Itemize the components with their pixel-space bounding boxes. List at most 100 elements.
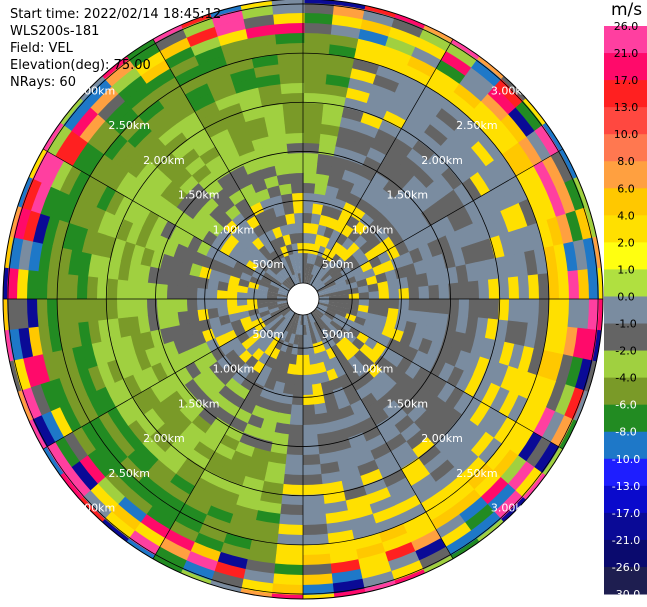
velocity-cell [82,77,113,108]
velocity-cell [290,182,304,194]
velocity-cell [224,425,244,442]
velocity-cell [294,212,304,224]
velocity-cell [441,167,463,191]
velocity-cell [325,185,340,199]
velocity-cell [137,263,151,283]
colorbar-segment [604,242,647,270]
velocity-cell [396,357,413,374]
velocity-cell [542,155,566,189]
velocity-cell [313,265,322,277]
velocity-cell [280,245,289,257]
velocity-cell [164,131,189,154]
velocity-cell [492,449,519,479]
velocity-cell [553,243,569,274]
velocity-cell [228,312,241,323]
velocity-cell [281,92,305,105]
velocity-cell [489,339,505,364]
velocity-cell [267,451,287,465]
velocity-cell [325,280,337,289]
velocity-cell [148,429,172,453]
range-ring-label: 500m [252,328,284,341]
velocity-cell [381,221,398,238]
velocity-cell [307,344,315,356]
velocity-cell [225,204,242,221]
velocity-cell [426,76,455,101]
velocity-cell [265,320,277,331]
velocity-cell [218,271,231,284]
velocity-cell [218,314,231,326]
velocity-cell [378,299,390,309]
velocity-cell [348,299,360,306]
velocity-cell [441,99,469,125]
velocity-cell [301,543,330,556]
velocity-cell [169,55,201,78]
velocity-cell [301,553,331,566]
velocity-cell [81,227,98,255]
velocity-cell [151,401,173,424]
velocity-cell [301,493,325,506]
velocity-cell [388,299,400,310]
velocity-cell [346,308,359,317]
velocity-cell [123,199,143,224]
velocity-cell [234,174,253,190]
velocity-cell [557,299,570,329]
velocity-cell [394,164,416,184]
range-ring-label: 3.00km [491,502,533,515]
velocity-cell [477,299,490,320]
velocity-cell [216,289,228,299]
colorbar-tick-label: 8.0 [617,155,635,168]
velocity-cell [340,336,353,349]
velocity-cell [111,462,139,490]
velocity-cell [103,133,129,161]
velocity-cell [463,223,481,246]
velocity-cell [587,299,600,332]
velocity-cell [303,12,335,25]
velocity-cell [269,280,281,289]
velocity-cell [257,155,276,170]
velocity-cell [302,314,306,326]
velocity-cell [524,165,547,197]
range-ring-label: 500m [252,258,284,271]
velocity-cell [303,182,316,194]
velocity-cell [313,321,322,333]
velocity-cell [239,399,256,415]
velocity-cell [61,346,79,376]
velocity-cell [438,299,450,316]
velocity-cell [347,432,367,449]
velocity-cell [269,249,281,262]
velocity-cell [463,374,483,399]
velocity-cell [394,414,415,435]
velocity-cell [98,159,121,186]
velocity-cell [305,324,311,336]
velocity-cell [175,110,201,133]
velocity-cell [234,441,255,458]
velocity-cell [228,513,256,531]
velocity-cell [296,344,303,356]
velocity-cell [291,394,303,406]
velocity-cell [501,76,527,103]
velocity-cell [251,136,272,151]
velocity-cell [50,159,74,191]
velocity-cell [357,304,370,314]
velocity-cell [141,436,166,460]
azimuth-spoke [316,306,563,450]
velocity-cell [518,371,538,401]
velocity-cell [362,9,397,28]
velocity-cell [303,2,336,15]
velocity-cell [260,418,277,433]
velocity-cell [410,473,437,496]
velocity-cell [262,271,274,281]
velocity-cell [263,241,276,254]
velocity-cell [509,427,534,457]
velocity-cell [527,274,540,301]
velocity-cell [149,249,165,269]
velocity-cell [403,378,422,398]
velocity-cell [226,290,238,299]
velocity-cell [275,328,285,340]
velocity-cell [267,216,280,230]
velocity-cell [504,254,519,279]
velocity-cell [453,183,474,207]
velocity-cell [556,213,574,246]
velocity-cell [167,390,188,411]
velocity-cell [329,559,361,575]
